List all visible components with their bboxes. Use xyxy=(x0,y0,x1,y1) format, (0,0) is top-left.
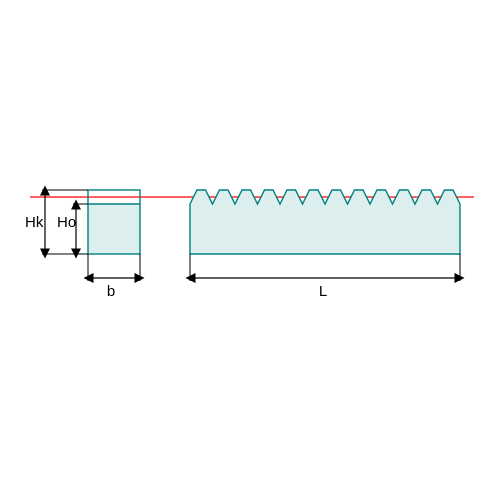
dim-label-hk: Hk xyxy=(25,214,44,231)
dim-label-l: L xyxy=(319,283,327,300)
dim-label-ho: Ho xyxy=(57,214,76,231)
rack-gear-diagram: Hk Ho b L xyxy=(0,0,500,500)
end-view-body xyxy=(88,204,140,254)
rack-side-view xyxy=(190,190,460,254)
dim-label-b: b xyxy=(107,283,115,300)
